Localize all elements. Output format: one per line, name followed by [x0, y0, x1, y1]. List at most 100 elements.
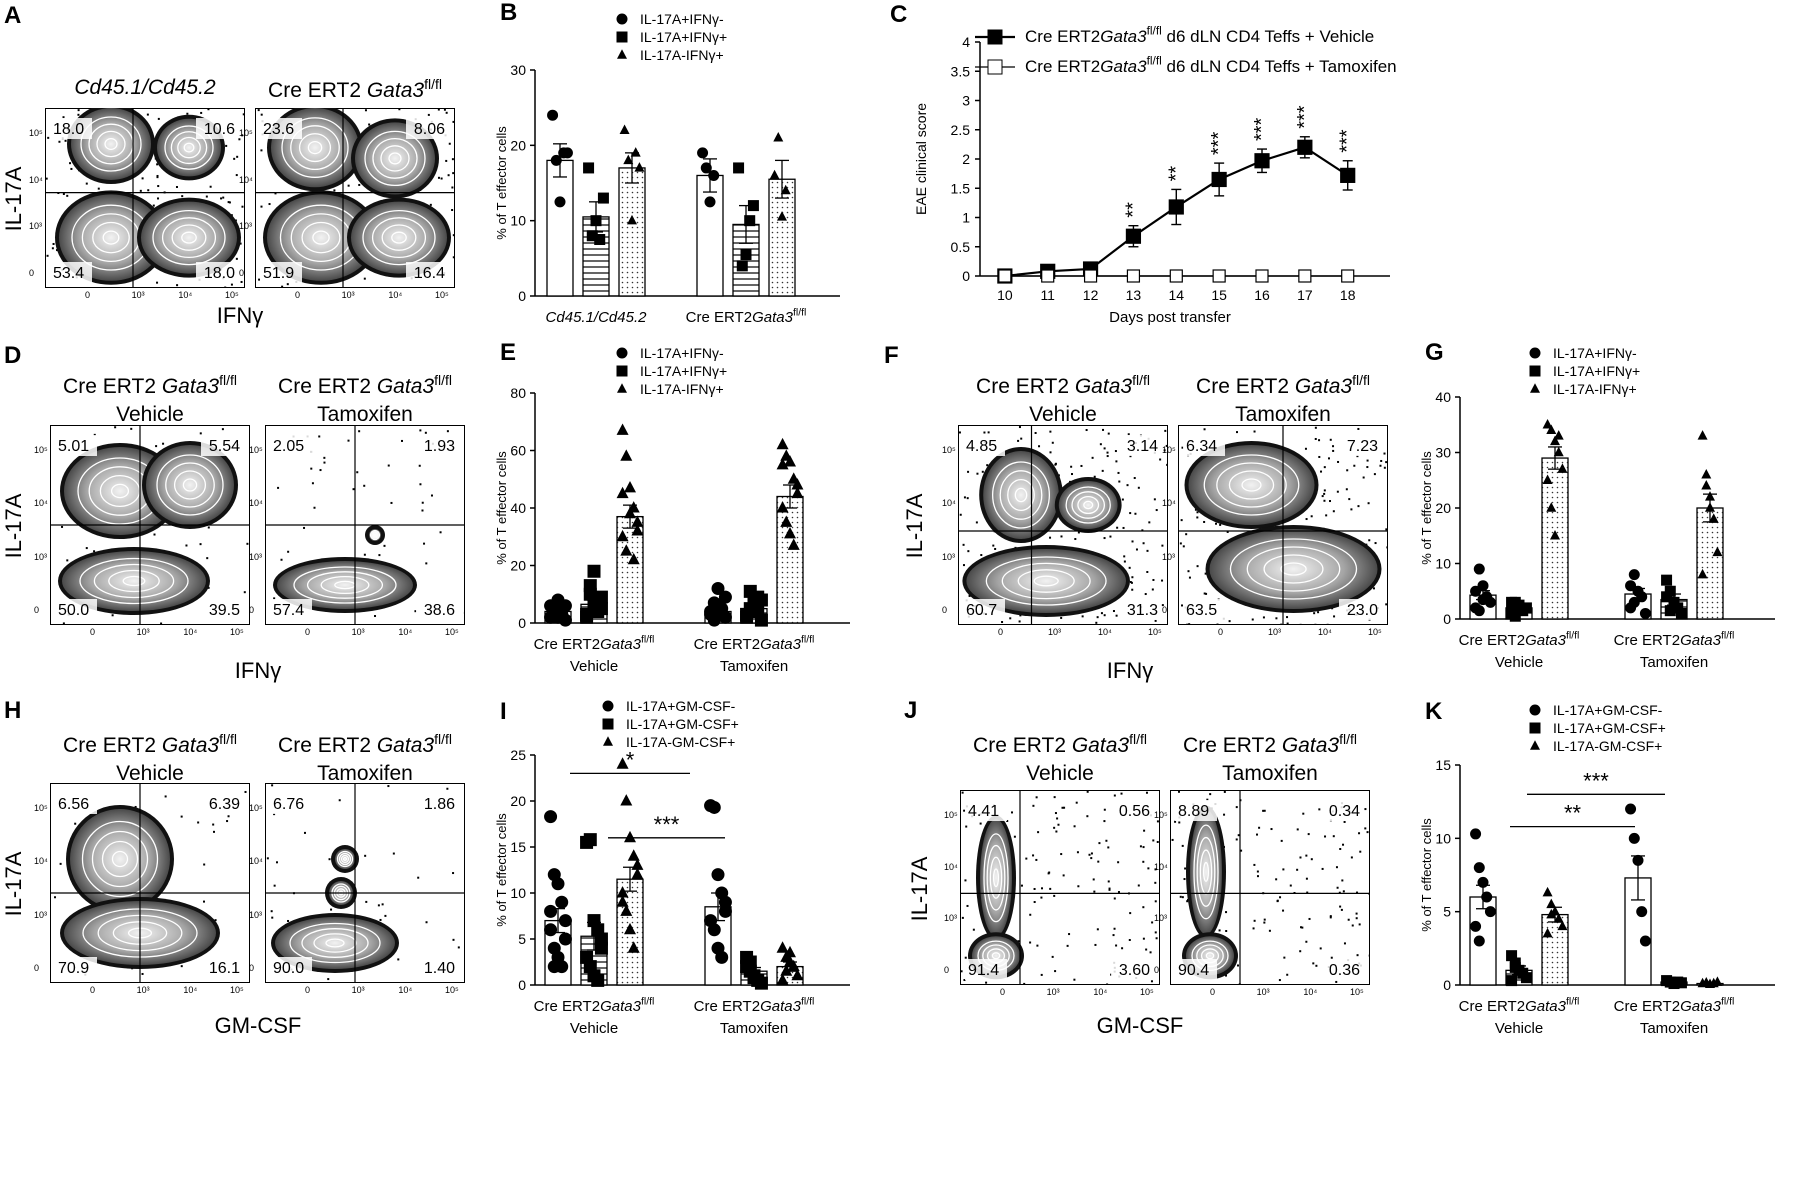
contour-fill — [146, 445, 234, 525]
event-dot — [236, 155, 239, 158]
bar — [776, 495, 804, 624]
data-point-square — [747, 200, 759, 212]
event-dot — [1280, 839, 1283, 842]
event-dot — [1304, 447, 1307, 450]
quadrant-label-bg — [1119, 435, 1161, 456]
event-dot — [1325, 514, 1328, 517]
event-dot — [1071, 473, 1074, 476]
contour-ring — [1228, 470, 1275, 500]
contour-plot: 18.0 10.6 53.4 18.0 — [45, 108, 245, 288]
label-gene: Gata3 — [1525, 632, 1567, 649]
event-dot — [242, 113, 245, 116]
event-dot — [1155, 509, 1158, 512]
data-point-square — [1661, 574, 1673, 586]
label-gene: Gata3 — [161, 734, 220, 757]
contour-ring — [183, 142, 195, 153]
gene-label: Cre ERT2Gata3fl/fl d6 dLN CD4 Teffs + Ve… — [1025, 23, 1374, 46]
x-tick-label: 10⁴ — [388, 290, 403, 300]
event-dot — [1108, 887, 1111, 890]
event-dot — [1143, 829, 1146, 832]
event-dot — [1338, 891, 1341, 894]
contour-ring — [122, 575, 146, 587]
data-point-triangle — [630, 147, 641, 157]
data-point-square — [1297, 139, 1313, 155]
data-point-square — [998, 269, 1012, 283]
event-dot — [1329, 916, 1332, 919]
event-dot — [1053, 826, 1056, 829]
legend-entry: IL-17A+IFNγ- — [1553, 345, 1637, 361]
data-point-square — [591, 973, 605, 987]
label-superscript: fl/fl — [1566, 995, 1579, 1007]
event-dot — [976, 472, 979, 475]
event-dot — [381, 903, 384, 906]
plot-title: Cre ERT2 Gata3fl/fl Tamoxifen — [1163, 366, 1403, 429]
event-dot — [1236, 964, 1239, 967]
event-dot — [1001, 621, 1004, 624]
event-dot — [273, 813, 276, 816]
event-dot — [323, 461, 326, 464]
event-dot — [424, 431, 427, 434]
event-dot — [384, 914, 387, 917]
event-dot — [1126, 484, 1129, 487]
contour-ring — [1017, 569, 1075, 593]
contour-ring — [182, 478, 198, 492]
y-tick-label: 10⁴ — [1162, 498, 1176, 509]
event-dot — [1306, 891, 1309, 894]
event-dot — [1319, 947, 1322, 950]
quadrant-lower-left: 57.4 — [273, 602, 304, 619]
gene-label: Cre ERT2Gata3fl/fl — [1614, 629, 1735, 649]
label-superscript: fl/fl — [1566, 629, 1579, 641]
panel-letter: F — [884, 342, 899, 369]
event-dot — [274, 192, 277, 195]
data-point-circle — [547, 960, 561, 974]
data-point-triangle — [620, 544, 633, 556]
plot-title: Cre ERT2 Gata3fl/fl Vehicle — [30, 725, 270, 788]
plot-title: Cre ERT2 Gata3fl/fl Vehicle — [943, 366, 1183, 429]
event-dot — [227, 815, 230, 818]
data-point-triangle — [620, 449, 633, 461]
contour-ring — [171, 224, 207, 251]
event-dot — [387, 464, 390, 467]
event-dot — [243, 591, 246, 594]
contour-ring — [102, 230, 120, 245]
y-tick-label: 10³ — [239, 221, 253, 232]
contour-ring — [96, 130, 126, 158]
event-dot — [377, 904, 380, 907]
event-dot — [1256, 875, 1259, 878]
data-point-triangle — [791, 486, 804, 499]
y-tick-label: 0 — [249, 963, 255, 973]
quadrant-lower-right: 16.4 — [414, 265, 445, 282]
quadrant-upper-right: 6.39 — [209, 796, 240, 813]
contour-ring — [80, 116, 142, 172]
event-dot — [1383, 466, 1386, 469]
event-dot — [417, 876, 420, 879]
data-point-circle — [1628, 832, 1640, 844]
event-dot — [1049, 887, 1052, 890]
y-tick-label: 0 — [239, 268, 245, 278]
event-dot — [1056, 817, 1059, 820]
event-dot — [356, 471, 359, 474]
event-dot — [1181, 604, 1184, 607]
contour-fill — [1058, 481, 1118, 529]
label-gene: Gata3 — [1281, 734, 1340, 757]
event-dot — [421, 501, 424, 504]
event-dot — [1275, 878, 1278, 881]
quadrant-upper-left: 8.89 — [1178, 803, 1209, 820]
y-tick-label: 2 — [962, 151, 970, 167]
event-dot — [1351, 924, 1354, 927]
event-dot — [141, 177, 144, 180]
event-dot — [1240, 849, 1243, 852]
quadrant-lower-right: 1.40 — [424, 960, 455, 977]
data-point-triangle — [1542, 474, 1553, 484]
event-dot — [1112, 934, 1115, 937]
data-point-circle — [554, 196, 566, 208]
event-dot — [1203, 520, 1206, 523]
y-tick-label: 10³ — [29, 221, 43, 232]
data-point-square — [580, 610, 594, 624]
data-point-square — [597, 192, 609, 204]
event-dot — [235, 174, 238, 177]
event-dot — [1099, 443, 1102, 446]
y-tick-label: 0 — [518, 288, 526, 304]
event-dot — [1223, 813, 1226, 816]
legend-entry: IL-17A+IFNγ+ — [640, 363, 727, 379]
